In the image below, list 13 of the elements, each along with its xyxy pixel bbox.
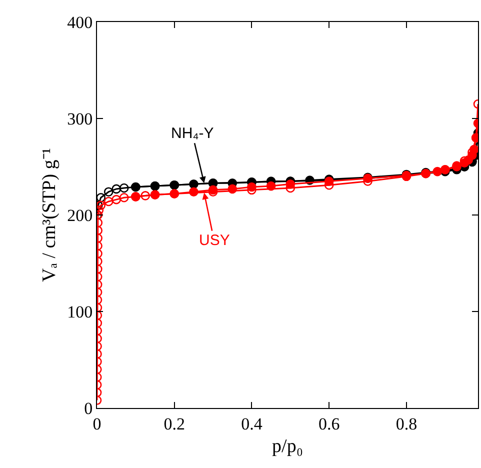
annotation: NH₄-Y [171, 125, 214, 142]
x-tick-label: 0.6 [318, 414, 340, 434]
x-tick-label: 0.2 [164, 414, 185, 434]
x-tick-label: 0.4 [241, 414, 263, 434]
x-tick-label: 0.8 [396, 414, 418, 434]
y-tick-label: 300 [67, 109, 93, 128]
y-axis-title: Vₐ / cm³(STP) g⁻¹ [38, 148, 60, 282]
annotation: USY [199, 232, 230, 249]
y-tick-label: 400 [67, 12, 93, 32]
y-tick-label: 200 [67, 206, 93, 225]
x-axis-title: p/p₀ [272, 436, 303, 458]
y-tick-label: 100 [67, 302, 93, 322]
y-tick-label: 0 [84, 398, 93, 418]
